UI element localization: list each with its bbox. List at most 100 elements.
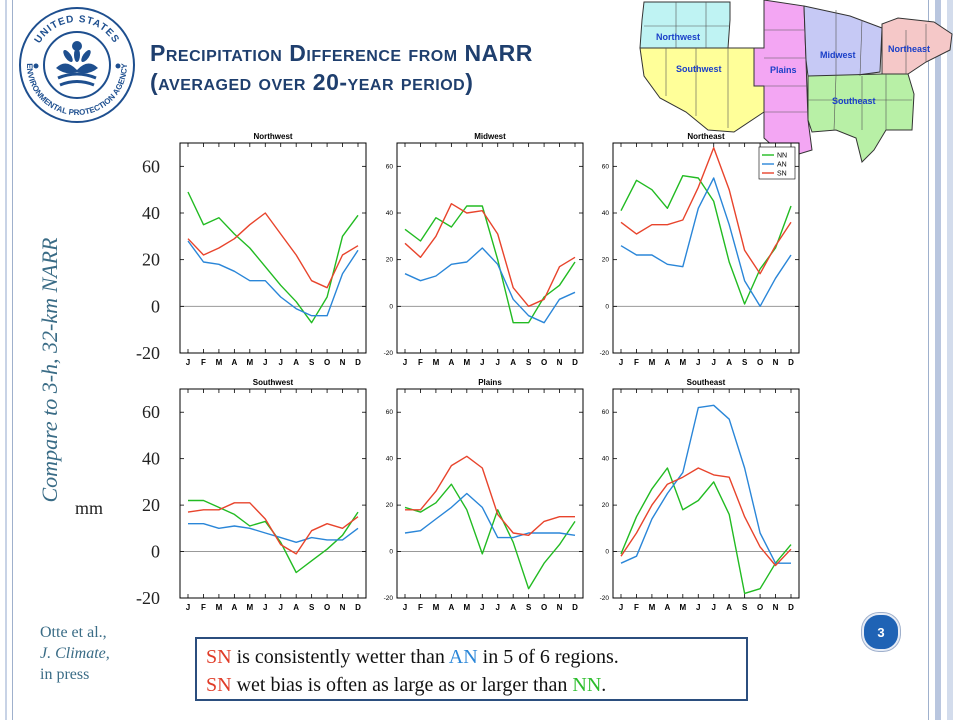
legend-label-sn: SN [777,171,787,178]
x-tick-label: N [773,603,779,612]
x-tick-label: J [619,603,623,612]
x-tick-label: M [433,603,440,612]
series-line-an [620,177,792,307]
note-an: AN [448,646,478,668]
map-region-southwest [639,47,765,133]
y-tick-label: 60 [386,163,394,170]
x-tick-label: J [186,358,190,367]
x-tick-label: N [557,358,563,367]
x-tick-label: S [309,603,315,612]
y-tick-label: -20 [384,595,394,602]
x-tick-label: M [679,603,686,612]
y-tick-label: -20 [600,595,610,602]
x-tick-label: M [246,603,253,612]
epa-logo: UNITED STATES ENVIRONMENTAL PROTECTION A… [19,7,135,123]
big-y-axis-top: 60 40 20 0 -20 [136,156,160,363]
x-tick-label: A [726,603,732,612]
panel-title: Southwest [253,378,294,387]
x-tick-label: F [201,603,206,612]
y-tick-label: 20 [602,257,610,264]
x-tick-label: O [541,358,547,367]
unit-label: mm [75,498,104,518]
title-paren-open: ( [150,69,159,95]
x-tick-label: J [712,358,716,367]
logo-flower-icon [33,41,121,87]
x-tick-label: A [293,603,299,612]
series-line-sn [620,146,792,275]
x-tick-label: A [664,358,670,367]
x-tick-label: D [788,603,794,612]
x-tick-label: F [634,358,639,367]
x-tick-label: A [664,603,670,612]
panel-title: Northeast [687,132,725,141]
x-tick-label: S [742,603,748,612]
x-tick-label: M [649,603,656,612]
title-text-part: recipitation [165,40,290,66]
series-line-nn [620,467,792,595]
x-tick-label: S [526,603,532,612]
x-tick-label: D [788,358,794,367]
map-label-southwest: Southwest [676,64,722,74]
x-tick-label: M [679,358,686,367]
legend: NN AN SN [758,146,796,180]
series-line-nn [404,483,576,590]
y-tick-label: 0 [605,303,609,310]
series-line-sn [405,455,575,536]
y-tick-label: 60 [386,409,394,416]
x-tick-label: S [526,358,532,367]
series-line-sn [620,467,792,567]
series-line-nn [620,174,792,305]
vertical-comparison-label: Compare to 3-h, 32-km NARR [37,237,62,503]
note-text: in 5 of 6 regions. [477,646,619,668]
map-label-northwest: Northwest [656,32,700,42]
note-text: . [601,674,607,696]
note-text: is consistently wetter than [231,646,449,668]
panel-frame [179,142,367,354]
x-tick-label: A [231,603,237,612]
series-line-an [620,404,791,564]
panel-title: Plains [478,378,502,387]
note-nn: NN [572,674,602,696]
series-line-an [404,247,576,324]
right-frame-band [947,0,953,720]
x-tick-label: A [448,358,454,367]
map-label-plains: Plains [770,65,797,75]
x-tick-label: J [712,603,716,612]
x-tick-label: M [246,358,253,367]
big-y-tick-label: 60 [142,156,160,176]
note-line-1: SN is consistently wetter than AN in 5 o… [206,643,746,671]
series-line-an [187,240,359,317]
note-line-2: SN wet bias is often as large as or larg… [206,671,746,699]
map-label-northeast: Northeast [888,44,930,54]
x-tick-label: F [418,603,423,612]
x-tick-label: M [463,603,470,612]
slide-number-badge: 3 [862,613,900,651]
x-tick-label: O [324,603,330,612]
legend-label-nn: NN [777,153,787,160]
y-tick-label: 60 [602,409,610,416]
x-tick-label: F [634,603,639,612]
title-narr: NARR [464,40,533,66]
x-tick-label: M [216,603,223,612]
x-tick-label: F [201,358,206,367]
x-tick-label: M [216,358,223,367]
x-tick-label: J [186,603,190,612]
x-tick-label: J [480,358,484,367]
x-tick-label: S [742,358,748,367]
x-tick-label: O [324,358,330,367]
big-y-tick-label: -20 [136,588,160,608]
y-tick-label: 40 [602,210,610,217]
y-tick-label: 40 [386,456,394,463]
x-tick-label: D [355,358,361,367]
x-tick-label: S [309,358,315,367]
x-tick-label: J [403,358,407,367]
panel-frame [179,388,367,599]
series-line-sn [187,212,359,289]
y-tick-label: -20 [600,350,610,357]
y-tick-label: 20 [386,502,394,509]
x-tick-label: M [433,358,440,367]
title-number: 20 [312,69,340,95]
